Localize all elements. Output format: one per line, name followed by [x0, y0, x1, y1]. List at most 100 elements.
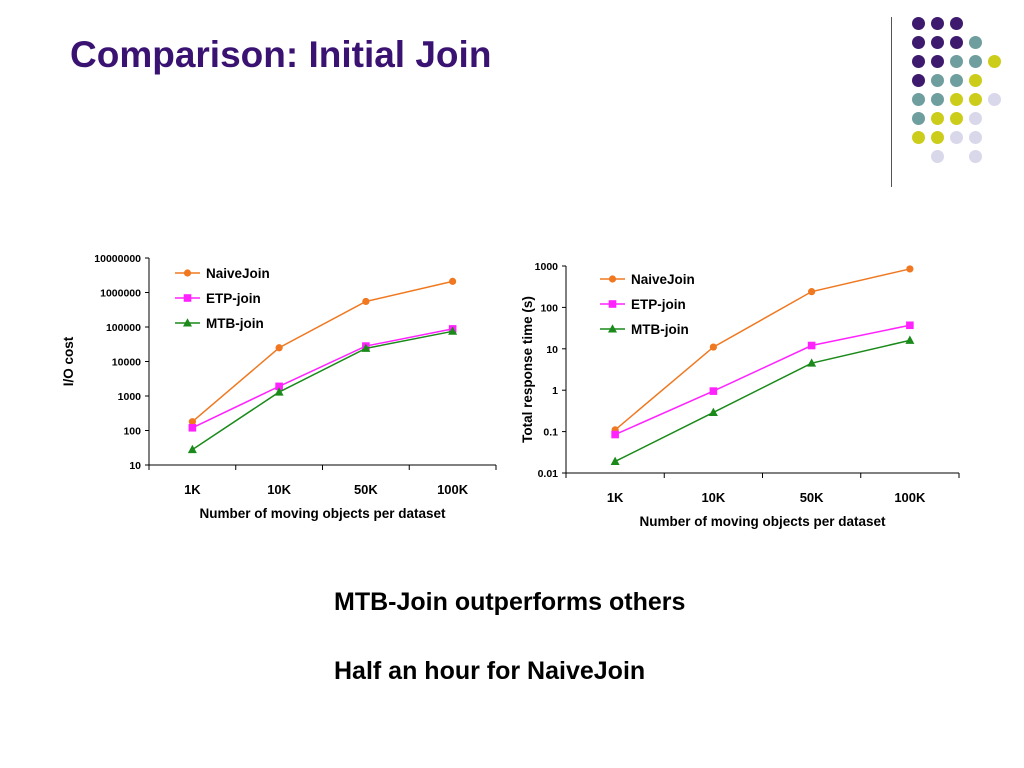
decorative-dot [950, 36, 963, 49]
decorative-dot [950, 112, 963, 125]
chart0-data-point-etp-join [275, 382, 283, 391]
chart1-y-tick-label: 1000 [535, 261, 559, 273]
chart0-x-tick-label: 100K [437, 482, 469, 497]
chart0-legend-label: ETP-join [206, 291, 261, 306]
decorative-dot [969, 93, 982, 106]
decorative-dot [969, 131, 982, 144]
decorative-dot [931, 74, 944, 87]
chart0-legend-label: MTB-join [206, 316, 264, 331]
chart1-x-tick-label: 50K [800, 490, 824, 505]
chart0-data-point-naivejoin [362, 297, 370, 306]
slide-title: Comparison: Initial Join [70, 34, 492, 75]
chart1-y-tick-label: 0.1 [543, 427, 558, 439]
slide-notes: MTB-Join outperforms others Half an hour… [334, 588, 685, 686]
chart1-data-point-etp-join [807, 341, 816, 350]
chart0-y-tick-label: 1000 [118, 391, 142, 403]
chart0-data-point-mtb-join [274, 387, 284, 396]
divider-line [891, 17, 892, 187]
decorative-dot [931, 93, 944, 106]
chart1-data-point-naivejoin [808, 288, 816, 296]
decorative-dot [912, 55, 925, 68]
response-time-chart: 0.01 0.1 1 10 100 1000 1K 10K 50K 100K Number of m… [520, 261, 960, 529]
chart0-series-line-mtb-join [191, 330, 453, 451]
decorative-dot [950, 93, 963, 106]
decorative-dot [912, 17, 925, 30]
decorative-dot [912, 112, 925, 125]
chart1-legend-label: ETP-join [631, 297, 686, 312]
chart1-legend-label: NaiveJoin [631, 272, 695, 287]
chart0-series-line-etp-join [192, 328, 453, 429]
chart0-x-tick-label: 1K [184, 482, 201, 497]
note-outperforms: MTB-Join outperforms others [334, 588, 686, 616]
chart1-legend-marker [608, 324, 617, 333]
chart0-data-point-mtb-join [361, 343, 371, 352]
decorative-dot [931, 55, 944, 68]
chart1-data-point-mtb-join [610, 456, 620, 465]
note-half-hour: Half an hour for NaiveJoin [334, 657, 646, 685]
decorative-dot [950, 17, 963, 30]
decorative-dot [931, 36, 944, 49]
chart0-y-tick-label: 10 [129, 460, 141, 472]
chart1-data-point-mtb-join [708, 407, 718, 416]
chart0-y-tick-label: 1000000 [100, 288, 141, 300]
decorative-dot [931, 112, 944, 125]
chart1-y-tick-label: 1 [552, 385, 558, 397]
chart1-data-point-mtb-join [905, 335, 915, 344]
decorative-dot [931, 131, 944, 144]
chart1-x-tick-label: 10K [701, 490, 725, 505]
chart1-x-axis-label: Number of moving objects per dataset [639, 514, 886, 529]
decorative-dot [988, 93, 1001, 106]
chart1-y-tick-label: 10 [546, 344, 558, 356]
chart0-y-tick-label: 100 [123, 426, 141, 438]
chart0-data-point-etp-join [188, 423, 197, 432]
chart1-data-point-etp-join [709, 387, 718, 395]
decorative-dot [931, 17, 944, 30]
chart0-data-point-naivejoin [275, 344, 283, 352]
chart0-x-tick-label: 10K [267, 482, 291, 497]
chart1-x-tick-label: 100K [894, 490, 926, 505]
decorative-dot [912, 93, 925, 106]
chart0-y-tick-label: 10000 [112, 357, 141, 369]
chart0-data-point-mtb-join [187, 444, 197, 454]
chart0-legend-marker [183, 269, 192, 277]
decorative-dot [912, 131, 925, 144]
chart0-series-line-naivejoin [191, 280, 453, 423]
decorative-dot [912, 74, 925, 87]
decorative-dot [969, 74, 982, 87]
io-cost-chart: 10 100 1000 10000 100000 1000000 10000000 1K 10K… [61, 253, 497, 521]
decorative-dot [912, 36, 925, 49]
chart1-data-point-naivejoin [709, 343, 717, 351]
chart1-x-tick-label: 1K [607, 490, 624, 505]
chart1-data-point-naivejoin [906, 265, 914, 273]
chart1-series-line-mtb-join [614, 339, 911, 463]
chart0-x-axis-label: Number of moving objects per dataset [199, 506, 446, 521]
chart1-data-point-mtb-join [807, 358, 817, 367]
chart1-legend-marker [608, 275, 617, 283]
chart1-y-axis-label: Total response time (s) [520, 296, 535, 443]
chart0-data-point-naivejoin [188, 418, 196, 426]
chart0-x-tick-label: 50K [354, 482, 378, 497]
decorative-dot [950, 131, 963, 144]
chart0-y-tick-label: 100000 [106, 322, 141, 334]
chart1-y-tick-label: 100 [540, 302, 558, 314]
chart0-data-point-naivejoin [449, 277, 457, 285]
decorative-dot [969, 150, 982, 163]
decorative-dot [988, 55, 1001, 68]
chart1-legend-marker [608, 300, 617, 308]
decorative-dot-grid [900, 12, 1020, 172]
chart1-data-point-etp-join [906, 321, 914, 330]
chart0-legend-marker [183, 318, 192, 327]
chart0-legend-label: NaiveJoin [206, 266, 270, 281]
chart1-legend-label: MTB-join [631, 322, 689, 337]
decorative-dot [931, 150, 944, 163]
decorative-dot [969, 36, 982, 49]
decorative-dot [969, 112, 982, 125]
decorative-dot [969, 55, 982, 68]
chart1-data-point-etp-join [611, 430, 619, 439]
chart1-series-line-etp-join [614, 324, 911, 436]
chart0-data-point-mtb-join [448, 326, 458, 335]
chart0-y-tick-label: 10000000 [94, 253, 141, 265]
chart0-y-axis-label: I/O cost [61, 336, 76, 386]
chart0-legend-marker [183, 294, 192, 302]
decorative-dot [950, 74, 963, 87]
